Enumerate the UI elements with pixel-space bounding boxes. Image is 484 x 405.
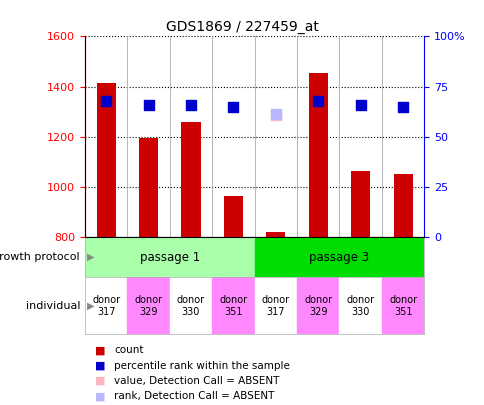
Bar <box>181 122 200 237</box>
Text: value, Detection Call = ABSENT: value, Detection Call = ABSENT <box>114 376 279 386</box>
Bar <box>266 232 285 237</box>
Point <box>356 101 364 108</box>
Text: donor
329: donor 329 <box>303 295 332 317</box>
Point <box>144 101 152 108</box>
Bar <box>339 277 381 334</box>
Text: rank, Detection Call = ABSENT: rank, Detection Call = ABSENT <box>114 392 274 401</box>
Text: donor
329: donor 329 <box>134 295 162 317</box>
Point <box>314 97 321 104</box>
Text: donor
351: donor 351 <box>219 295 247 317</box>
Bar <box>254 237 424 277</box>
Bar <box>254 277 296 334</box>
Point <box>398 103 406 110</box>
Text: ■: ■ <box>94 345 105 355</box>
Point <box>187 101 195 108</box>
Text: growth protocol: growth protocol <box>0 252 80 262</box>
Text: passage 1: passage 1 <box>139 251 199 264</box>
Text: donor
330: donor 330 <box>177 295 205 317</box>
Text: ▶: ▶ <box>87 301 94 311</box>
Text: donor
317: donor 317 <box>92 295 120 317</box>
Bar <box>85 277 127 334</box>
Bar <box>139 138 158 237</box>
Bar <box>393 174 412 237</box>
Bar <box>224 196 242 237</box>
Text: individual: individual <box>26 301 80 311</box>
Bar <box>169 277 212 334</box>
Text: ▶: ▶ <box>87 252 94 262</box>
Bar <box>96 83 115 237</box>
Bar <box>85 237 254 277</box>
Text: ■: ■ <box>94 376 105 386</box>
Text: passage 3: passage 3 <box>309 251 369 264</box>
Text: donor
317: donor 317 <box>261 295 289 317</box>
Point <box>272 111 279 117</box>
Point <box>102 97 110 104</box>
Bar <box>296 277 339 334</box>
Bar <box>350 171 369 237</box>
Bar <box>308 73 327 237</box>
Text: donor
330: donor 330 <box>346 295 374 317</box>
Bar <box>127 277 169 334</box>
Text: count: count <box>114 345 143 355</box>
Text: donor
351: donor 351 <box>388 295 416 317</box>
Point <box>229 103 237 110</box>
Text: GDS1869 / 227459_at: GDS1869 / 227459_at <box>166 20 318 34</box>
Bar <box>381 277 424 334</box>
Bar <box>212 277 254 334</box>
Text: ■: ■ <box>94 361 105 371</box>
Text: ■: ■ <box>94 392 105 401</box>
Text: percentile rank within the sample: percentile rank within the sample <box>114 361 289 371</box>
Point <box>272 112 279 119</box>
